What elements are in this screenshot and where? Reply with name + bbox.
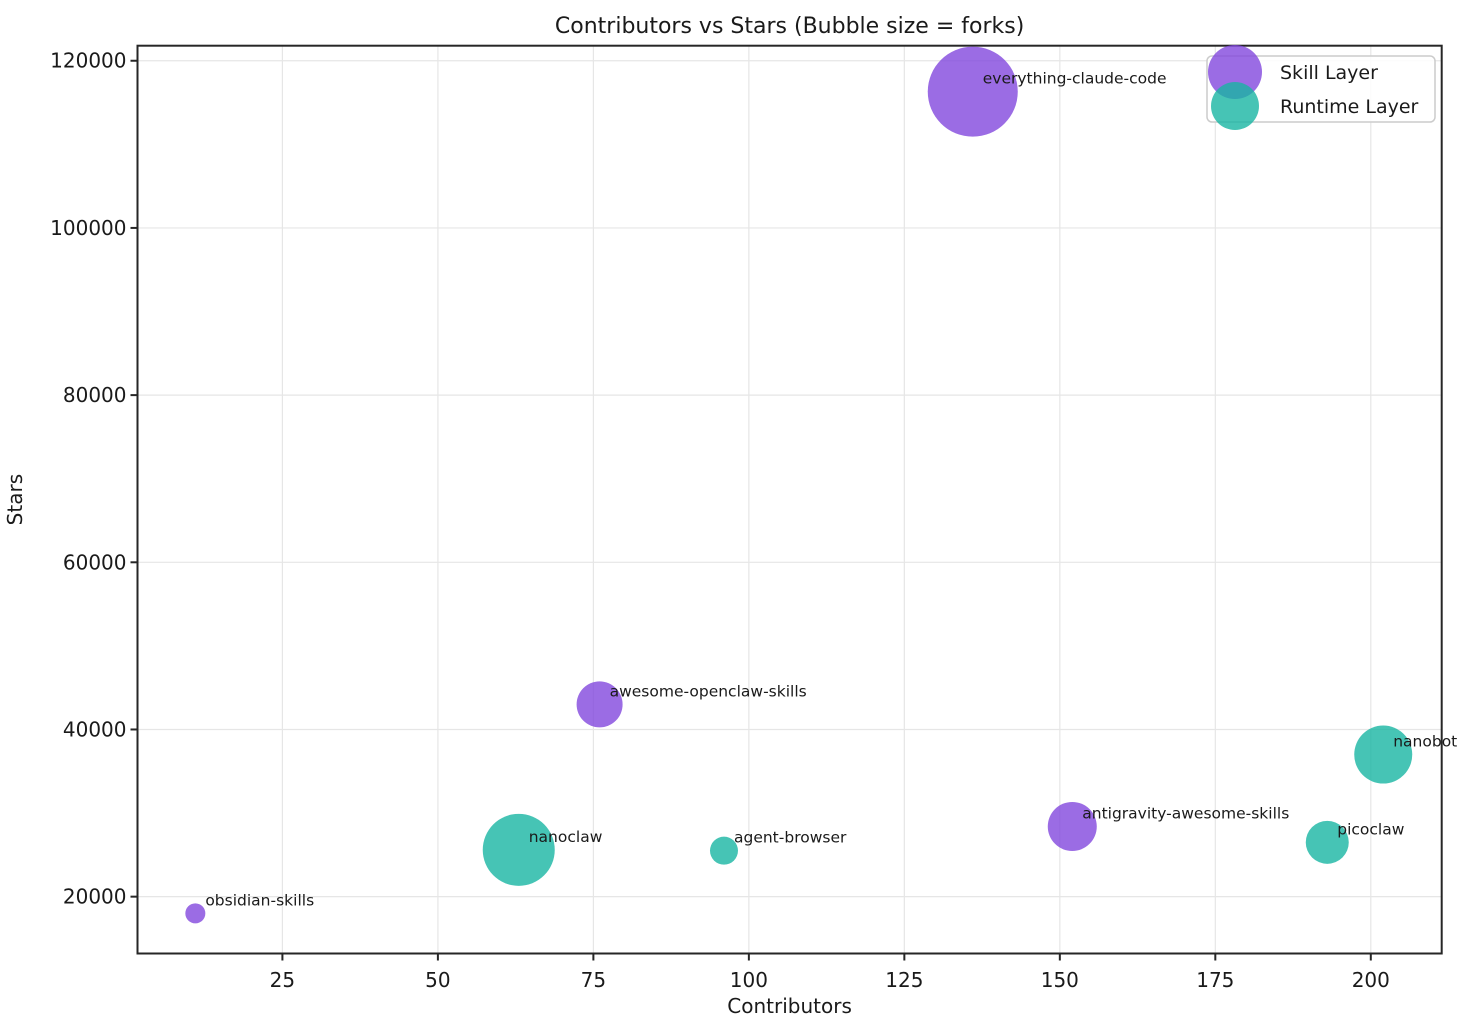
bubble-antigravity-awesome-skills [1047,801,1097,851]
legend-label-skill-layer: Skill Layer [1280,62,1378,84]
x-tick-label-200: 200 [1352,968,1390,992]
tick-marks [130,59,1372,961]
bubble-label-nanobot: nanobot [1393,733,1457,751]
x-tick-label-100: 100 [730,968,768,992]
series-skill-layer: everything-claude-code awesome-openclaw-s… [185,46,1289,924]
bubble-label-agent-browser: agent-browser [734,829,847,847]
legend-box [1206,55,1436,123]
y-tick-label-20000: 20000 [63,885,127,909]
bubble-label-nanoclaw: nanoclaw [529,828,603,846]
x-tick-label-50: 50 [425,968,450,992]
legend: Skill Layer Runtime Layer [1206,45,1436,130]
x-tick-label-175: 175 [1196,968,1234,992]
legend-marker-skill-layer [1208,45,1262,99]
series-runtime-layer: nanoclaw agent-browser nanobot picoclaw [482,725,1457,886]
bubble-label-awesome-openclaw-skills: awesome-openclaw-skills [610,682,807,700]
bubble-agent-browser [709,836,738,865]
x-tick-label-125: 125 [885,968,923,992]
x-tick-label-75: 75 [581,968,606,992]
legend-label-runtime-layer: Runtime Layer [1280,96,1419,118]
bubble-awesome-openclaw-skills [576,681,623,728]
plot-spines [136,44,1443,955]
bubble-label-obsidian-skills: obsidian-skills [205,891,314,909]
y-axis-label: Stars [3,474,27,525]
x-axis-label: Contributors [727,994,852,1018]
bubble-obsidian-skills [185,903,206,924]
bubble-picoclaw [1305,820,1349,864]
legend-marker-runtime-layer [1211,82,1259,130]
x-tick-label-150: 150 [1041,968,1079,992]
x-tick-label-25: 25 [270,968,295,992]
bubble-nanoclaw [482,813,555,886]
y-tick-label-60000: 60000 [63,550,127,574]
bubble-label-everything-claude-code: everything-claude-code [983,70,1167,88]
y-tick-label-100000: 100000 [50,216,126,240]
y-tick-label-80000: 80000 [63,383,127,407]
bubble-everything-claude-code [927,46,1018,137]
bubble-label-picoclaw: picoclaw [1337,820,1404,838]
bubble-label-antigravity-awesome-skills: antigravity-awesome-skills [1082,804,1289,822]
chart-title: Contributors vs Stars (Bubble size = for… [555,14,1024,39]
y-tick-label-120000: 120000 [50,49,126,73]
bubble-nanobot [1354,725,1413,784]
y-tick-label-40000: 40000 [63,717,127,741]
